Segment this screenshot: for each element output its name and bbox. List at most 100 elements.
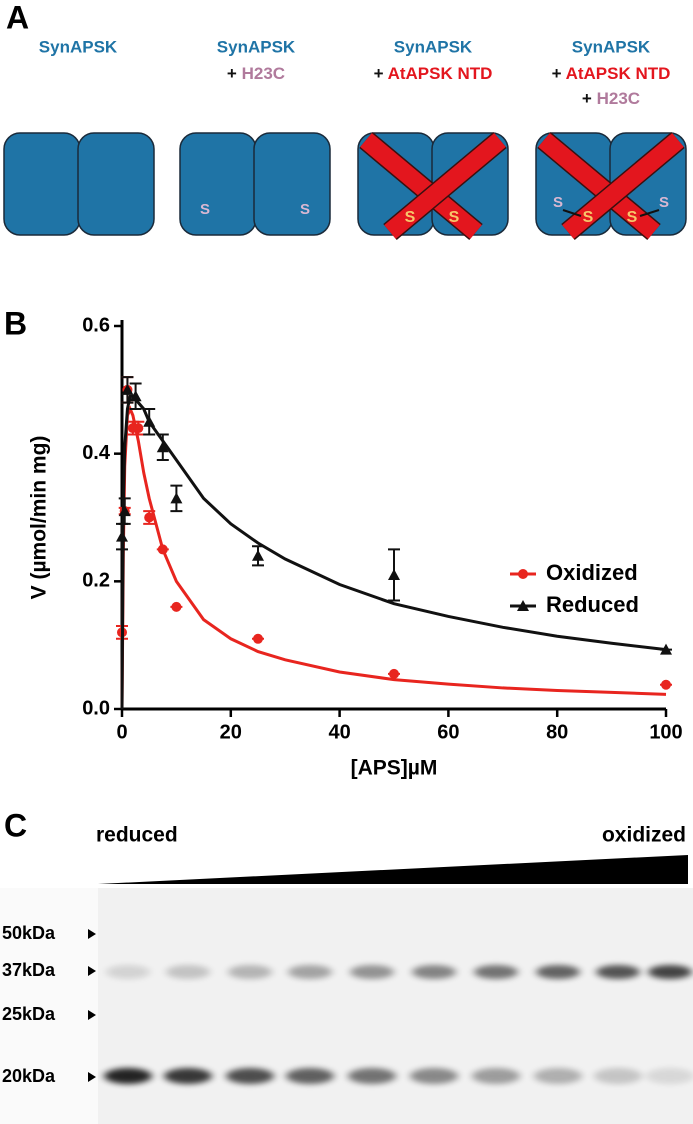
gel-band-monomer: [104, 1068, 152, 1084]
y-tick-label: 0.0: [82, 697, 110, 719]
addition-name: H23C: [242, 64, 285, 83]
point: [253, 633, 263, 644]
point: [388, 568, 400, 580]
plus: +: [227, 64, 237, 83]
gel-left-label: reduced: [96, 824, 178, 847]
gel-left: [0, 888, 98, 1124]
marker-arrow: [88, 966, 96, 976]
y-tick-label: 0.2: [82, 570, 110, 592]
panel-label: A: [6, 0, 29, 35]
subunit: [179, 132, 257, 236]
point: [116, 530, 128, 542]
ntd-helix: [562, 133, 684, 239]
cysteine-ntd: S: [583, 209, 594, 226]
x-tick-label: 20: [220, 721, 242, 743]
gel-band-monomer: [534, 1068, 582, 1084]
subunit: [253, 132, 331, 236]
point: [129, 390, 142, 402]
addition-name: AtAPSK NTD: [566, 64, 671, 83]
cysteine-ntd: S: [405, 209, 416, 226]
x-tick-label: 80: [546, 721, 568, 743]
panel-label: B: [4, 305, 27, 341]
gel-band-dimer: [350, 965, 394, 979]
x-axis-label: [APS]µM: [351, 757, 438, 780]
construct-title: SynAPSK: [39, 37, 118, 56]
ntd-helix: [360, 133, 482, 239]
construct-addition: + AtAPSK NTD: [374, 64, 493, 83]
point: [121, 383, 134, 395]
x-tick-label: 100: [649, 721, 682, 743]
legend-marker: [518, 569, 528, 579]
gel-band-dimer: [228, 965, 272, 979]
cysteine-ntd: S: [449, 209, 460, 226]
point: [133, 423, 144, 434]
gradient-wedge: [98, 855, 688, 884]
gel-right-label: oxidized: [602, 824, 686, 847]
x-tick-label: 40: [328, 721, 350, 743]
size-marker: 20kDa: [2, 1066, 56, 1086]
cysteine-h23c: S: [200, 201, 210, 218]
gel-band-monomer: [594, 1068, 642, 1084]
gel-band-dimer: [648, 965, 692, 979]
construct-title: SynAPSK: [217, 37, 296, 56]
disulfide-link: [639, 209, 660, 217]
marker-arrow: [88, 929, 96, 939]
gel-band-dimer: [166, 965, 210, 979]
construct-title: SynAPSK: [394, 37, 473, 56]
x-tick-label: 60: [437, 721, 459, 743]
gel-band-dimer: [106, 965, 150, 979]
gel: [98, 888, 693, 1124]
gel-band-monomer: [164, 1068, 212, 1084]
gel-band-dimer: [536, 965, 580, 979]
size-marker: 37kDa: [2, 960, 56, 980]
marker-arrow: [88, 1010, 96, 1020]
cysteine-ntd: S: [627, 209, 638, 226]
legend-label: Reduced: [546, 592, 639, 617]
gel-band-dimer: [412, 965, 456, 979]
gel-band-dimer: [474, 965, 518, 979]
plus: +: [552, 64, 562, 83]
disulfide-link: [562, 209, 582, 217]
ntd-helix: [538, 133, 660, 239]
gel-band-monomer: [410, 1068, 458, 1084]
size-marker: 25kDa: [2, 1004, 56, 1024]
gel-band-monomer: [646, 1068, 693, 1084]
point: [156, 441, 169, 453]
subunit: [77, 132, 155, 236]
legend-label: Oxidized: [546, 560, 638, 585]
plus: +: [374, 64, 384, 83]
y-axis-label: V (µmol/min mg): [28, 436, 51, 600]
point: [144, 512, 155, 523]
gel-band-monomer: [472, 1068, 520, 1084]
gel-band-dimer: [288, 965, 332, 979]
construct-addition: + H23C: [582, 89, 640, 108]
construct-addition: + H23C: [227, 64, 285, 83]
cysteine-h23c: S: [553, 194, 563, 211]
plus: +: [582, 89, 592, 108]
ntd-helix: [384, 133, 506, 239]
point: [171, 601, 182, 612]
construct-title: SynAPSK: [572, 37, 651, 56]
point: [661, 679, 671, 690]
marker-arrow: [88, 1072, 96, 1082]
point: [118, 505, 131, 517]
y-tick-label: 0.6: [82, 314, 110, 336]
point: [389, 668, 399, 679]
cysteine-h23c: S: [659, 194, 669, 211]
legend-marker: [517, 600, 529, 611]
point: [157, 544, 168, 555]
point: [143, 415, 156, 427]
subunit: [3, 132, 81, 236]
gel-band-dimer: [596, 965, 640, 979]
y-tick-label: 0.4: [82, 442, 111, 464]
addition-name: AtAPSK NTD: [388, 64, 493, 83]
construct-addition: + AtAPSK NTD: [552, 64, 671, 83]
x-tick-label: 0: [116, 721, 127, 743]
point: [660, 643, 672, 655]
addition-name: H23C: [597, 89, 640, 108]
point: [170, 492, 183, 504]
gel-band-monomer: [348, 1068, 396, 1084]
point: [252, 549, 264, 561]
cysteine-h23c: S: [300, 201, 310, 218]
